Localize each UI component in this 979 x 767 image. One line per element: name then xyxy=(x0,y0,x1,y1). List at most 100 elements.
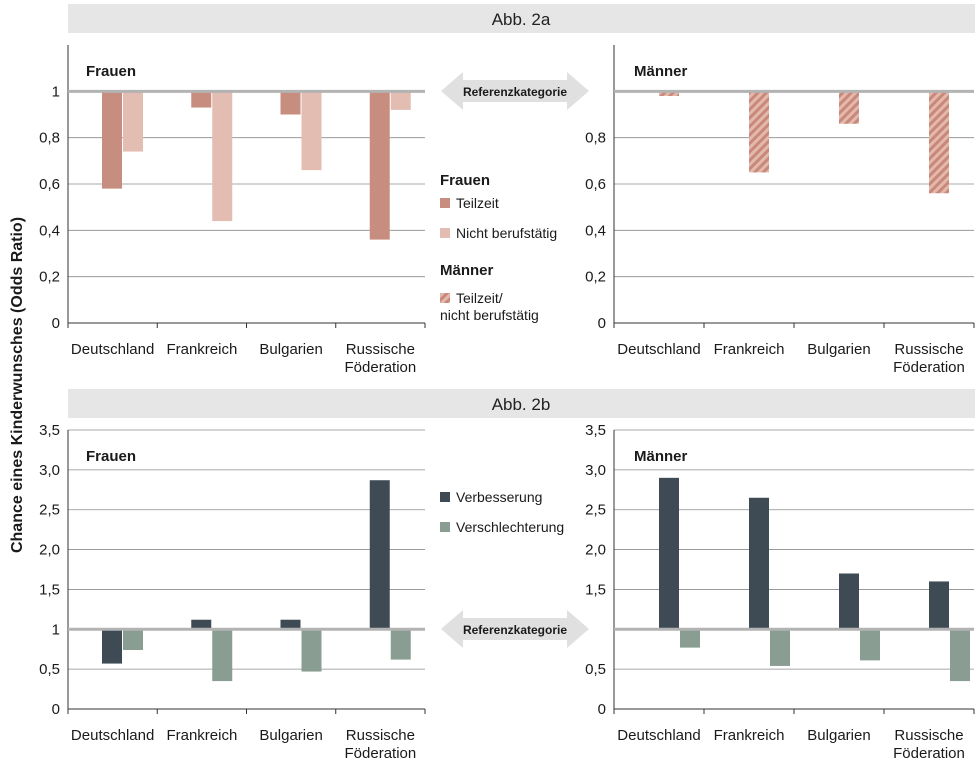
x-tick-label: Bulgarien xyxy=(259,727,322,744)
chart-panel-2b-maenner: 0 0,5 1,5 2,0 2,5 3,0 3,5 Deutschland Frankreich… xyxy=(585,422,975,762)
legend-verschlechterung-label: Verschlechterung xyxy=(456,519,564,535)
x-tick-label: Russische xyxy=(894,727,963,744)
legend-maenner-swatch xyxy=(440,293,450,303)
bar xyxy=(191,91,212,108)
y-tick-label: 1,5 xyxy=(585,581,606,598)
legend-maenner-label-line1: Teilzeit/ xyxy=(456,290,503,306)
bar xyxy=(390,629,411,660)
legend-2b: Verbesserung Verschlechterung xyxy=(440,489,564,535)
y-tick-label: 0,6 xyxy=(39,176,60,193)
y-tick-label: 0,4 xyxy=(585,222,606,239)
legend-maenner-label-line2: nicht berufstätig xyxy=(440,307,539,323)
y-tick-label: 0 xyxy=(52,701,60,718)
y-tick-label: 3,5 xyxy=(39,422,60,439)
x-tick-label: Russische xyxy=(346,727,415,744)
y-tick-label: 0,5 xyxy=(39,661,60,678)
banner-2b xyxy=(68,389,975,418)
legend-teilzeit-swatch xyxy=(440,198,450,208)
bar xyxy=(301,629,322,672)
banner-2a xyxy=(68,4,975,33)
banner-2b-title: Abb. 2b xyxy=(492,395,551,414)
legend-verschlechterung-swatch xyxy=(440,522,450,532)
x-tick-label: Föderation xyxy=(893,359,965,376)
panel-title: Männer xyxy=(634,448,688,465)
x-tick-label: Russische xyxy=(346,341,415,358)
bar xyxy=(929,91,949,194)
y-tick-label: 2,5 xyxy=(585,502,606,519)
y-tick-label: 0,5 xyxy=(585,661,606,678)
legend-frauen-heading: Frauen xyxy=(440,172,490,189)
chart-panel-2a-frauen: 0 0,2 0,4 0,6 0,8 1 Deutschland Frankreich Bulga… xyxy=(39,45,426,376)
chart-panel-2b-frauen: 0 0,5 1 1,5 2,0 2,5 3,0 3,5 Deutschland Frankreic… xyxy=(39,422,426,762)
legend-teilzeit-label: Teilzeit xyxy=(456,195,499,211)
y-tick-label: 2,5 xyxy=(39,502,60,519)
y-tick-label: 0,2 xyxy=(585,269,606,286)
legend-verbesserung-swatch xyxy=(440,492,450,502)
y-tick-label: 0 xyxy=(598,315,606,332)
y-tick-label: 3,0 xyxy=(39,462,60,479)
x-tick-label: Föderation xyxy=(893,745,965,762)
y-tick-label: 0,4 xyxy=(39,222,60,239)
y-tick-label: 0,2 xyxy=(39,269,60,286)
bar xyxy=(123,91,143,152)
x-tick-label: Deutschland xyxy=(71,727,154,744)
reference-arrow-2a: Referenzkategorie xyxy=(441,72,589,110)
x-tick-label: Bulgarien xyxy=(807,727,870,744)
chart-panel-2a-maenner: 0 0,2 0,4 0,6 0,8 Deutschland Frankreich Bulgar… xyxy=(585,45,975,376)
panel-title: Männer xyxy=(634,63,688,80)
y-tick-label: 0 xyxy=(52,315,60,332)
reference-arrow-shape xyxy=(441,610,589,648)
legend-2a: Frauen Teilzeit Nicht berufstätig Männer… xyxy=(440,172,557,323)
panel-title: Frauen xyxy=(86,448,136,465)
bar xyxy=(659,91,679,96)
bar xyxy=(191,619,212,630)
banner-2a-title: Abb. 2a xyxy=(492,10,551,29)
bar xyxy=(301,91,322,171)
bar xyxy=(749,497,769,630)
y-tick-label: 1 xyxy=(52,83,60,100)
bar xyxy=(390,91,411,110)
legend-nicht-berufstaetig-swatch xyxy=(440,228,450,238)
y-tick-label: 3,5 xyxy=(585,422,606,439)
y-tick-label: 0,8 xyxy=(39,130,60,147)
bar xyxy=(102,629,122,664)
y-tick-label: 0,8 xyxy=(585,130,606,147)
bar xyxy=(860,629,880,661)
legend-verbesserung-label: Verbesserung xyxy=(456,489,542,505)
reference-arrow-2b: Referenzkategorie xyxy=(441,610,589,648)
x-tick-label: Deutschland xyxy=(617,727,700,744)
reference-arrow-label: Referenzkategorie xyxy=(463,623,567,637)
x-tick-label: Föderation xyxy=(345,359,417,376)
x-tick-label: Bulgarien xyxy=(807,341,870,358)
y-axis-label: Chance eines Kinderwunsches (Odds Ratio) xyxy=(9,217,26,553)
reference-arrow-shape xyxy=(441,72,589,110)
legend-maenner-heading: Männer xyxy=(440,262,494,279)
bar xyxy=(369,480,390,630)
x-tick-label: Deutschland xyxy=(71,341,154,358)
reference-arrow-label: Referenzkategorie xyxy=(463,85,567,99)
x-tick-label: Deutschland xyxy=(617,341,700,358)
bar xyxy=(839,573,859,630)
y-tick-label: 1 xyxy=(52,621,60,638)
bar xyxy=(369,91,390,240)
x-tick-label: Bulgarien xyxy=(259,341,322,358)
y-tick-label: 3,0 xyxy=(585,462,606,479)
bar xyxy=(839,91,859,124)
bar xyxy=(280,91,301,115)
x-tick-label: Frankreich xyxy=(714,727,785,744)
bar xyxy=(123,629,143,651)
x-tick-label: Frankreich xyxy=(714,341,785,358)
x-tick-label: Frankreich xyxy=(166,727,237,744)
bar xyxy=(749,91,769,173)
y-tick-label: 0,6 xyxy=(585,176,606,193)
y-tick-label: 1,5 xyxy=(39,581,60,598)
bar xyxy=(212,629,233,682)
panel-title: Frauen xyxy=(86,63,136,80)
x-tick-label: Frankreich xyxy=(166,341,237,358)
bar xyxy=(929,581,949,630)
bar xyxy=(212,91,233,222)
bar xyxy=(950,629,970,682)
legend-nicht-berufstaetig-label: Nicht berufstätig xyxy=(456,225,557,241)
y-tick-label: 2,0 xyxy=(585,542,606,559)
